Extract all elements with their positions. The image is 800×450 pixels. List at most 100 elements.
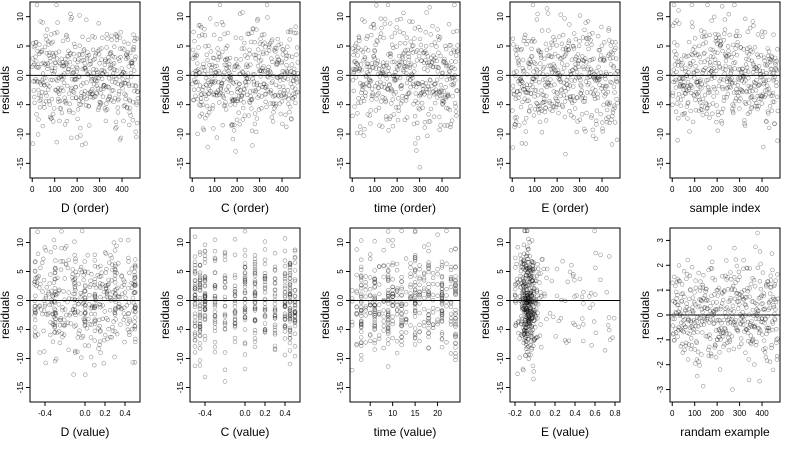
data-point: [77, 52, 83, 57]
data-point: [709, 18, 714, 23]
data-point: [93, 94, 98, 99]
data-point: [126, 64, 132, 69]
data-point: [256, 93, 262, 98]
data-point: [56, 99, 61, 104]
data-point: [70, 64, 75, 70]
data-point: [534, 17, 540, 22]
data-point: [392, 77, 398, 83]
data-point: [53, 87, 58, 93]
data-point: [398, 40, 403, 46]
data-point: [113, 76, 119, 82]
data-point: [254, 129, 259, 135]
data-point: [454, 113, 459, 118]
y-axis-label: residuals: [158, 291, 172, 339]
data-point: [746, 100, 752, 105]
x-tick-label: 300: [573, 185, 587, 194]
data-point: [384, 63, 389, 68]
data-point: [360, 82, 365, 87]
data-point: [286, 96, 291, 102]
data-point: [692, 75, 697, 81]
data-point: [415, 100, 420, 105]
y-tick-label: -2: [656, 361, 665, 369]
data-point: [403, 48, 408, 53]
data-point: [211, 92, 217, 98]
data-point: [422, 125, 427, 130]
data-point: [516, 123, 522, 128]
data-point: [234, 79, 239, 85]
data-point: [115, 34, 120, 39]
data-point: [747, 25, 753, 31]
data-point: [209, 73, 215, 79]
data-point: [272, 45, 278, 51]
data-point: [47, 114, 53, 120]
data-point: [101, 361, 106, 366]
data-point: [39, 48, 45, 53]
data-point: [87, 91, 93, 97]
data-point: [372, 56, 377, 61]
data-point: [553, 334, 558, 339]
data-point: [202, 91, 207, 97]
data-point: [390, 42, 395, 47]
data-point: [684, 276, 689, 281]
data-point: [412, 273, 418, 278]
data-point: [93, 75, 99, 81]
data-point: [135, 89, 140, 94]
data-point: [77, 13, 82, 18]
data-point: [235, 96, 241, 102]
data-point: [746, 357, 751, 362]
data-point: [395, 67, 400, 72]
data-point: [203, 44, 208, 49]
data-point: [700, 107, 705, 113]
data-point: [225, 89, 230, 94]
data-point: [752, 362, 757, 367]
data-point: [247, 99, 252, 104]
data-point: [126, 41, 131, 46]
data-point: [517, 355, 522, 360]
data-point: [725, 44, 731, 49]
data-point: [132, 269, 137, 274]
data-point: [34, 2, 40, 8]
data-point: [52, 30, 57, 36]
data-point: [364, 74, 369, 79]
data-point: [45, 63, 50, 69]
data-point: [606, 327, 612, 333]
data-point: [573, 36, 578, 42]
data-point: [119, 66, 125, 71]
data-point: [219, 81, 224, 87]
data-point: [774, 94, 780, 100]
data-point: [388, 51, 394, 57]
data-point: [85, 253, 90, 258]
data-point: [614, 96, 619, 102]
data-point: [594, 108, 600, 113]
data-point: [689, 336, 694, 341]
data-point: [48, 32, 54, 37]
data-point: [744, 305, 749, 310]
data-point: [430, 270, 436, 276]
data-point: [263, 91, 269, 97]
data-point: [213, 92, 218, 98]
data-point: [569, 100, 575, 106]
data-point: [237, 122, 243, 127]
data-point: [129, 74, 134, 79]
data-point: [435, 293, 440, 298]
data-point: [397, 59, 402, 64]
data-point: [577, 13, 583, 18]
data-point: [569, 113, 574, 118]
data-point: [95, 69, 100, 75]
data-point: [102, 105, 108, 111]
data-point: [67, 107, 72, 113]
data-point: [223, 107, 229, 112]
data-point: [87, 89, 93, 95]
data-point: [360, 49, 366, 55]
data-point: [80, 99, 86, 104]
data-point: [119, 81, 124, 87]
data-point: [241, 90, 246, 96]
data-point: [539, 88, 544, 93]
data-point: [66, 48, 71, 54]
data-point: [394, 77, 399, 83]
data-point: [190, 47, 196, 53]
data-point: [399, 330, 404, 335]
data-point: [358, 62, 364, 67]
data-point: [722, 27, 728, 32]
